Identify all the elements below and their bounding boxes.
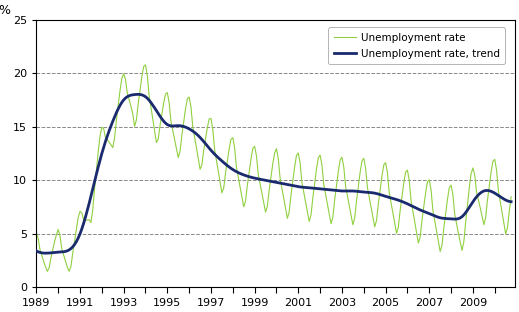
Unemployment rate: [33, 230, 39, 234]
Unemployment rate, trend: [348, 189, 354, 193]
Legend: Unemployment rate, Unemployment rate, trend: Unemployment rate, Unemployment rate, tr…: [329, 27, 505, 64]
Unemployment rate, trend: [508, 200, 514, 203]
Unemployment rate, trend: [473, 195, 480, 199]
Unemployment rate: [473, 190, 480, 194]
Unemployment rate: [142, 63, 148, 67]
Unemployment rate, trend: [357, 190, 363, 193]
Unemployment rate: [330, 215, 336, 219]
Text: %: %: [0, 4, 10, 17]
Unemployment rate: [375, 202, 381, 206]
Unemployment rate, trend: [135, 92, 141, 96]
Unemployment rate, trend: [43, 251, 49, 255]
Unemployment rate: [419, 218, 425, 222]
Unemployment rate, trend: [419, 209, 425, 212]
Unemployment rate, trend: [330, 188, 336, 192]
Unemployment rate: [508, 195, 514, 199]
Line: Unemployment rate, trend: Unemployment rate, trend: [36, 94, 511, 253]
Unemployment rate, trend: [375, 192, 381, 196]
Unemployment rate: [357, 171, 363, 174]
Unemployment rate, trend: [33, 249, 39, 253]
Unemployment rate: [348, 213, 354, 217]
Unemployment rate: [44, 270, 50, 273]
Line: Unemployment rate: Unemployment rate: [36, 65, 511, 271]
